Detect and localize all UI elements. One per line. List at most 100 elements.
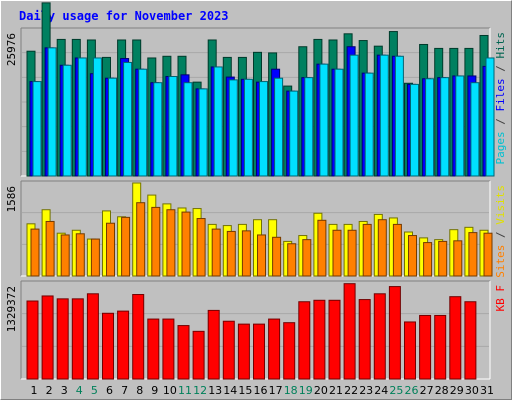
- bar-sites: [392, 223, 402, 277]
- bar-kb-f: [449, 296, 462, 380]
- bar-kb-f: [41, 295, 54, 380]
- bar-pages: [349, 54, 359, 177]
- bar-kb-f: [434, 314, 447, 380]
- bar-pages: [62, 64, 72, 177]
- bar-pages: [259, 81, 268, 177]
- legend-entry: KB F: [494, 285, 507, 312]
- bar-pages: [274, 77, 284, 177]
- x-tick-label: 11: [178, 384, 192, 397]
- bar-pages: [138, 68, 148, 177]
- bar-kb-f: [117, 310, 130, 380]
- bar-kb-f: [102, 312, 114, 380]
- x-tick-label: 7: [121, 384, 128, 397]
- x-tick-label: 4: [76, 384, 83, 397]
- bar-pages: [183, 82, 193, 177]
- bar-pages: [410, 83, 419, 177]
- bar-pages: [32, 81, 42, 177]
- x-tick-label: 1: [31, 384, 38, 397]
- bar-kb-f: [283, 322, 296, 380]
- bar-kb-f: [56, 298, 69, 380]
- bar-kb-f: [71, 298, 84, 380]
- bar-kb-f: [26, 300, 39, 380]
- legend-entry: /: [494, 112, 507, 132]
- panel-kbytes: 1329372 KB F: [5, 280, 507, 380]
- bar-pages: [319, 63, 329, 177]
- x-tick-label: 20: [314, 384, 328, 397]
- x-tick-label: 9: [151, 384, 158, 397]
- bar-kb-f: [147, 318, 160, 380]
- bar-pages: [77, 57, 87, 177]
- bar-sites: [181, 211, 191, 277]
- bar-sites: [377, 219, 387, 277]
- bar-sites: [45, 220, 55, 277]
- bar-kb-f: [388, 286, 401, 380]
- bar-pages: [108, 77, 117, 177]
- x-tick-label: 29: [450, 384, 464, 397]
- bar-pages: [470, 82, 480, 177]
- bar-sites: [166, 209, 176, 277]
- chart-title: Daily usage for November 2023: [19, 9, 229, 23]
- x-tick-label: 17: [269, 384, 283, 397]
- bar-pages: [243, 78, 253, 177]
- legend-entry: /: [494, 225, 507, 245]
- bar-kb-f: [177, 325, 190, 380]
- bar-sites: [60, 234, 70, 277]
- bar-sites: [453, 240, 463, 277]
- bar-sites: [483, 232, 493, 277]
- bar-pages: [379, 54, 389, 177]
- x-tick-label: 10: [163, 384, 177, 397]
- x-tick-label: 28: [435, 384, 449, 397]
- bar-sites: [408, 235, 417, 277]
- bar-sites: [75, 233, 85, 277]
- x-tick-label: 23: [359, 384, 373, 397]
- bar-pages: [289, 90, 299, 177]
- bar-kb-f: [222, 320, 235, 380]
- bar-sites: [151, 206, 161, 277]
- bar-pages: [153, 82, 163, 177]
- bar-pages: [394, 55, 404, 177]
- x-tick-label: 14: [223, 384, 237, 397]
- bar-pages: [334, 68, 344, 177]
- bar-kb-f: [328, 299, 341, 380]
- bar-pages: [455, 75, 465, 177]
- bar-sites: [287, 243, 297, 277]
- bar-kb-f: [313, 299, 326, 380]
- x-tick-label: 2: [46, 384, 53, 397]
- bar-sites: [423, 242, 433, 277]
- bar-sites: [302, 239, 312, 277]
- x-tick-label: 15: [238, 384, 252, 397]
- bar-sites: [347, 229, 357, 277]
- bar-pages: [123, 61, 133, 177]
- bar-sites: [136, 202, 146, 277]
- x-tick-label: 12: [193, 384, 207, 397]
- scale-max-label: 25976: [5, 33, 18, 66]
- bar-kb-f: [268, 318, 281, 380]
- x-tick-label: 5: [91, 384, 98, 397]
- x-tick-label: 13: [208, 384, 222, 397]
- bar-kb-f: [237, 323, 250, 380]
- scale-max-label: 1586: [5, 186, 18, 213]
- x-tick-label: 3: [61, 384, 68, 397]
- bar-pages: [440, 77, 450, 177]
- legend-entry: Pages: [494, 131, 507, 164]
- bar-kb-f: [464, 301, 477, 380]
- bar-sites: [30, 228, 40, 277]
- bar-pages: [364, 72, 374, 177]
- bar-kb-f: [373, 293, 386, 380]
- bar-sites: [90, 238, 100, 277]
- legend-entry: Files: [494, 78, 507, 111]
- bar-kb-f: [132, 294, 145, 380]
- x-tick-label: 25: [389, 384, 403, 397]
- bar-pages: [47, 47, 57, 177]
- legend-entry: Visits: [494, 185, 507, 225]
- bar-sites: [317, 219, 327, 277]
- panel-visits: 1586 Sites / Visits: [5, 180, 507, 278]
- bar-kb-f: [86, 293, 99, 380]
- x-tick-label: 21: [329, 384, 343, 397]
- bar-kb-f: [253, 323, 265, 380]
- bar-pages: [304, 77, 314, 177]
- bar-sites: [211, 228, 221, 277]
- x-axis-labels: 1 2 3 4 5 6 7 8 9 10 11 12 13 14 15 16 17 18 19 20 21 22 23 24 2…: [31, 384, 495, 397]
- bar-pages: [92, 57, 102, 177]
